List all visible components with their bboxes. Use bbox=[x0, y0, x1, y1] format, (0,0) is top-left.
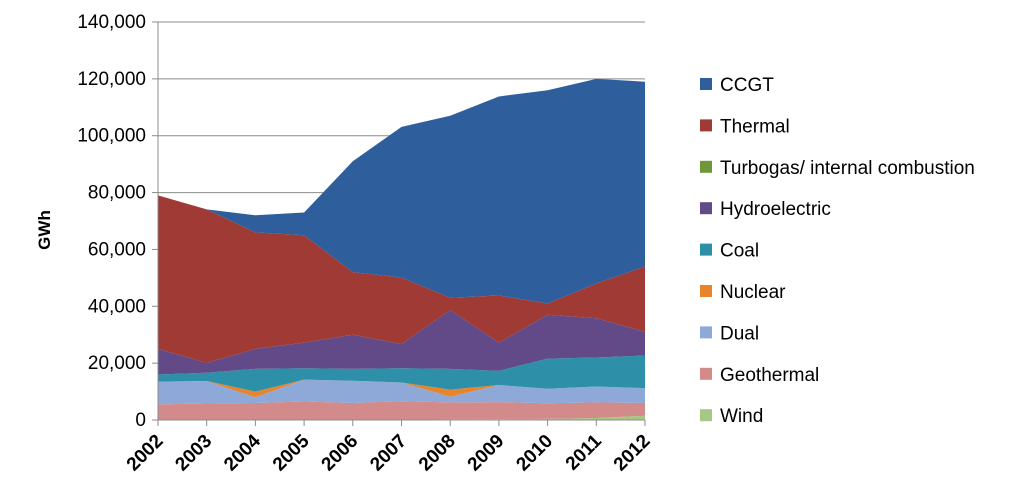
legend-label-coal: Coal bbox=[720, 241, 759, 262]
x-tick-label: 2012 bbox=[610, 431, 655, 476]
legend: CCGT Thermal Turbogas/ internal combustion… bbox=[700, 75, 975, 427]
x-tick-label: 2010 bbox=[512, 431, 557, 476]
legend-swatch-geothermal bbox=[700, 367, 712, 380]
legend-swatch-nuclear bbox=[700, 285, 712, 297]
legend-swatch-ccgt bbox=[700, 78, 712, 90]
legend-swatch-turbogas-internal-combustion bbox=[700, 160, 712, 173]
y-tick-label: 0 bbox=[135, 410, 146, 431]
legend-label-wind: Wind bbox=[720, 406, 763, 427]
legend-label-thermal: Thermal bbox=[720, 116, 790, 137]
legend-label-geothermal: Geothermal bbox=[720, 365, 819, 386]
legend-label-hydroelectric: Hydroelectric bbox=[720, 199, 831, 220]
x-tick-label: 2009 bbox=[464, 431, 509, 476]
x-tick-label: 2004 bbox=[220, 430, 265, 475]
y-axis-ticks: 0 20,000 40,000 60,000 80,000 100,000 120,000 1… bbox=[77, 12, 158, 431]
legend-swatch-coal bbox=[700, 243, 712, 256]
x-axis-ticks: 2002 2003 2004 2005 2006 2007 2008 2009 2010 2011… bbox=[123, 420, 655, 475]
x-tick-label: 2003 bbox=[171, 431, 216, 476]
y-tick-label: 40,000 bbox=[88, 296, 146, 317]
y-tick-label: 100,000 bbox=[77, 126, 146, 147]
area-coal bbox=[158, 355, 645, 392]
x-tick-label: 2008 bbox=[415, 431, 460, 476]
x-tick-label: 2002 bbox=[123, 431, 168, 476]
x-tick-label: 2007 bbox=[366, 431, 411, 476]
y-tick-label: 60,000 bbox=[88, 239, 146, 260]
y-tick-label: 140,000 bbox=[77, 12, 146, 33]
legend-label-ccgt: CCGT bbox=[720, 75, 774, 96]
area-ccgt bbox=[158, 78, 645, 304]
legend-swatch-thermal bbox=[700, 119, 712, 132]
legend-swatch-dual bbox=[700, 326, 712, 339]
area-hydroelectric bbox=[158, 309, 645, 375]
x-tick-label: 2006 bbox=[318, 431, 363, 476]
legend-label-dual: Dual bbox=[720, 323, 759, 344]
y-tick-label: 20,000 bbox=[88, 353, 146, 374]
legend-label-nuclear: Nuclear bbox=[720, 282, 786, 303]
y-tick-label: 120,000 bbox=[77, 69, 146, 90]
y-tick-label: 80,000 bbox=[88, 183, 146, 204]
area-dual bbox=[158, 379, 645, 405]
x-tick-label: 2005 bbox=[269, 430, 314, 475]
area-geothermal bbox=[158, 401, 645, 420]
x-tick-label: 2011 bbox=[562, 430, 606, 474]
legend-swatch-wind bbox=[700, 409, 712, 422]
y-axis-label: GWh bbox=[35, 210, 54, 250]
legend-swatch-hydroelectric bbox=[700, 202, 712, 215]
area-thermal bbox=[158, 195, 645, 363]
legend-label-turbogas-internal-combustion: Turbogas/ internal combustion bbox=[720, 158, 975, 179]
area-series bbox=[158, 78, 645, 420]
